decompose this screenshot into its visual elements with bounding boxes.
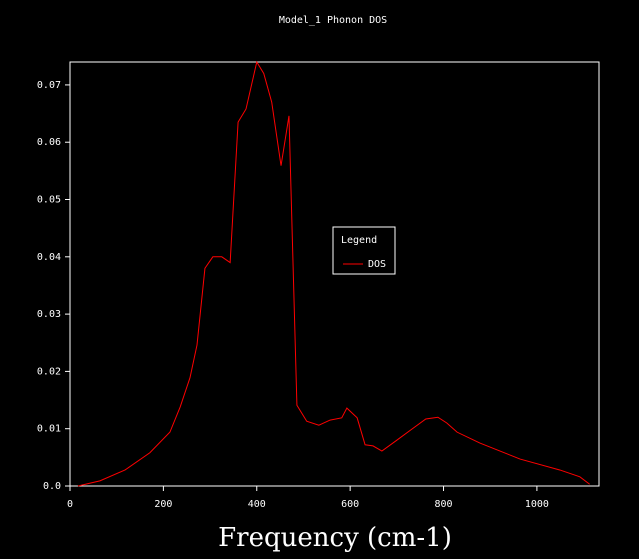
x-tick-label: 400 xyxy=(248,499,266,510)
y-tick-label: 0.04 xyxy=(37,252,61,263)
legend-label: DOS xyxy=(368,259,386,270)
x-tick-label: 0 xyxy=(67,499,73,510)
x-axis-label: Frequency (cm-1) xyxy=(218,523,452,553)
legend-box xyxy=(332,226,396,275)
y-tick-label: 0.05 xyxy=(37,195,61,206)
x-tick-label: 200 xyxy=(154,499,172,510)
y-tick-label: 0.06 xyxy=(37,137,61,148)
legend-title: Legend xyxy=(341,235,377,246)
plot-frame xyxy=(69,61,600,487)
y-tick-label: 0.07 xyxy=(37,80,61,91)
x-tick-label: 600 xyxy=(341,499,359,510)
y-tick-label: 0.02 xyxy=(37,366,61,377)
y-tick-label: 0.03 xyxy=(37,309,61,320)
y-tick-label: 0.0 xyxy=(43,481,61,492)
x-tick-label: 800 xyxy=(434,499,452,510)
x-tick-label: 1000 xyxy=(525,499,549,510)
chart-title: Model_1 Phonon DOS xyxy=(279,15,387,26)
y-tick-label: 0.01 xyxy=(37,424,61,435)
data-line xyxy=(77,60,590,487)
